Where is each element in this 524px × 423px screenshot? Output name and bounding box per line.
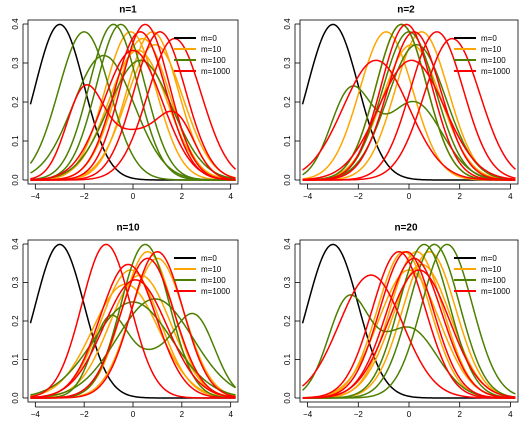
series-line-m-1000-14 — [302, 269, 516, 399]
y-tick-label: 0.2 — [283, 315, 292, 327]
legend-label: m=1000 — [201, 67, 231, 76]
legend-label: m=10 — [481, 265, 502, 274]
y-tick-label: 0.3 — [11, 276, 20, 288]
series-line-m-1000-11 — [302, 31, 516, 181]
x-tick-label: −2 — [354, 192, 364, 201]
x-tick-label: −2 — [80, 410, 90, 419]
series-line-m-1000-11 — [302, 250, 516, 399]
y-tick-label: 0.4 — [283, 18, 292, 30]
x-tick-label: −4 — [31, 192, 41, 201]
series-line-m-10-5 — [30, 49, 236, 181]
x-tick-label: 4 — [228, 192, 233, 201]
x-tick-label: 2 — [457, 192, 462, 201]
panel-title: n=2 — [397, 5, 415, 16]
legend-label: m=0 — [201, 254, 217, 263]
curves — [301, 23, 516, 181]
series-line-m-1000-10 — [302, 274, 516, 399]
legend-label: m=1000 — [481, 67, 511, 76]
legend-label: m=100 — [201, 276, 226, 285]
series-line-m-100-9 — [302, 243, 516, 399]
x-tick-label: −4 — [303, 410, 313, 419]
panel-1: n=2 −4 −2 0 2 4 0.0 0.1 0.2 0.3 0.4 m=0 m=10 m=100 m=1… — [283, 5, 519, 201]
y-tick-label: 0.1 — [283, 135, 292, 147]
series-line-m-1000-10 — [30, 243, 236, 399]
x-tick-label: 4 — [508, 192, 513, 201]
panel-0: n=1 −4 −2 0 2 4 0.0 0.1 0.2 0.3 0.4 m=0 m=10 m=100 m=1… — [11, 5, 239, 201]
legend-label: m=0 — [481, 34, 497, 43]
series-line-m-1000-16 — [30, 49, 236, 181]
curves — [29, 243, 237, 399]
legend-label: m=0 — [481, 254, 497, 263]
legend: m=0 m=10 m=100 m=1000 — [454, 254, 511, 296]
series-line-m-100-6 — [30, 312, 237, 399]
panel-title: n=1 — [119, 5, 137, 16]
legend-label: m=10 — [481, 45, 502, 54]
y-tick-label: 0.0 — [11, 392, 20, 404]
series-line-m-1000-12 — [302, 250, 516, 399]
y-tick-label: 0.0 — [283, 392, 292, 404]
legend-label: m=1000 — [481, 287, 511, 296]
y-tick-label: 0.1 — [11, 353, 20, 365]
x-tick-label: 0 — [407, 410, 412, 419]
series-line-m-1000-9 — [302, 59, 516, 181]
x-tick-label: −2 — [354, 410, 364, 419]
y-tick-label: 0.4 — [283, 238, 292, 250]
panel-title: n=10 — [116, 223, 140, 234]
legend-label: m=10 — [201, 45, 222, 54]
y-tick-label: 0.0 — [283, 174, 292, 186]
legend: m=0 m=10 m=100 m=1000 — [174, 254, 231, 296]
series-line-m-1000-13 — [30, 250, 236, 399]
series-line-m-1000-11 — [30, 84, 236, 181]
legend-label: m=100 — [201, 56, 226, 65]
series-line-m-1000-14 — [302, 59, 516, 181]
x-tick-label: −2 — [80, 192, 90, 201]
x-tick-label: 2 — [180, 192, 185, 201]
legend-label: m=1000 — [201, 287, 231, 296]
y-tick-label: 0.2 — [11, 96, 20, 108]
series-line-m-100-10 — [30, 59, 236, 181]
series-line-m-100-8 — [30, 301, 236, 396]
legend-label: m=100 — [481, 276, 506, 285]
x-tick-label: 4 — [508, 410, 513, 419]
y-tick-label: 0.1 — [11, 135, 20, 147]
curves — [301, 243, 516, 399]
x-tick-label: 0 — [131, 192, 136, 201]
y-tick-label: 0.0 — [11, 174, 20, 186]
series-line-m-1000-10 — [302, 23, 516, 181]
legend: m=0 m=10 m=100 m=1000 — [174, 34, 231, 76]
curves — [29, 23, 237, 181]
x-tick-label: 2 — [180, 410, 185, 419]
panel-title: n=20 — [394, 223, 418, 234]
panel-3: n=20−4 −2 0 2 40.00.10.20.30.4m=0m=10m=100m=… — [283, 223, 519, 419]
series-line-m-1000-12 — [30, 257, 236, 399]
legend-label: m=10 — [201, 265, 222, 274]
panel-2: n=10−4 −2 0 2 40.00.10.20.30.4m=0m=10m=100m=… — [11, 223, 239, 419]
x-tick-label: 2 — [457, 410, 462, 419]
y-tick-label: 0.2 — [11, 315, 20, 327]
series-line-m-1000-13 — [302, 37, 516, 181]
series-line-m-10-4 — [302, 43, 516, 181]
y-tick-label: 0.2 — [283, 96, 292, 108]
legend-label: m=100 — [481, 56, 506, 65]
legend: m=0 m=10 m=100 m=1000 — [454, 34, 511, 76]
x-tick-label: −4 — [303, 192, 313, 201]
legend-label: m=0 — [201, 34, 217, 43]
series-line-m-100-9 — [30, 54, 236, 181]
x-tick-label: 4 — [228, 410, 233, 419]
y-tick-label: 0.3 — [283, 57, 292, 69]
y-tick-label: 0.3 — [283, 276, 292, 288]
x-tick-label: −4 — [31, 410, 41, 419]
x-tick-label: 0 — [131, 410, 136, 419]
x-tick-label: 0 — [407, 192, 412, 201]
series-line-m-1000-14 — [30, 279, 236, 399]
y-tick-label: 0.4 — [11, 18, 20, 30]
y-tick-label: 0.4 — [11, 238, 20, 250]
y-tick-label: 0.1 — [283, 353, 292, 365]
series-line-m-1000-15 — [30, 37, 237, 181]
y-tick-label: 0.3 — [11, 57, 20, 69]
